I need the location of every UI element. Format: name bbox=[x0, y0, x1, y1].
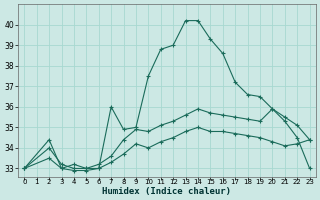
X-axis label: Humidex (Indice chaleur): Humidex (Indice chaleur) bbox=[102, 187, 231, 196]
